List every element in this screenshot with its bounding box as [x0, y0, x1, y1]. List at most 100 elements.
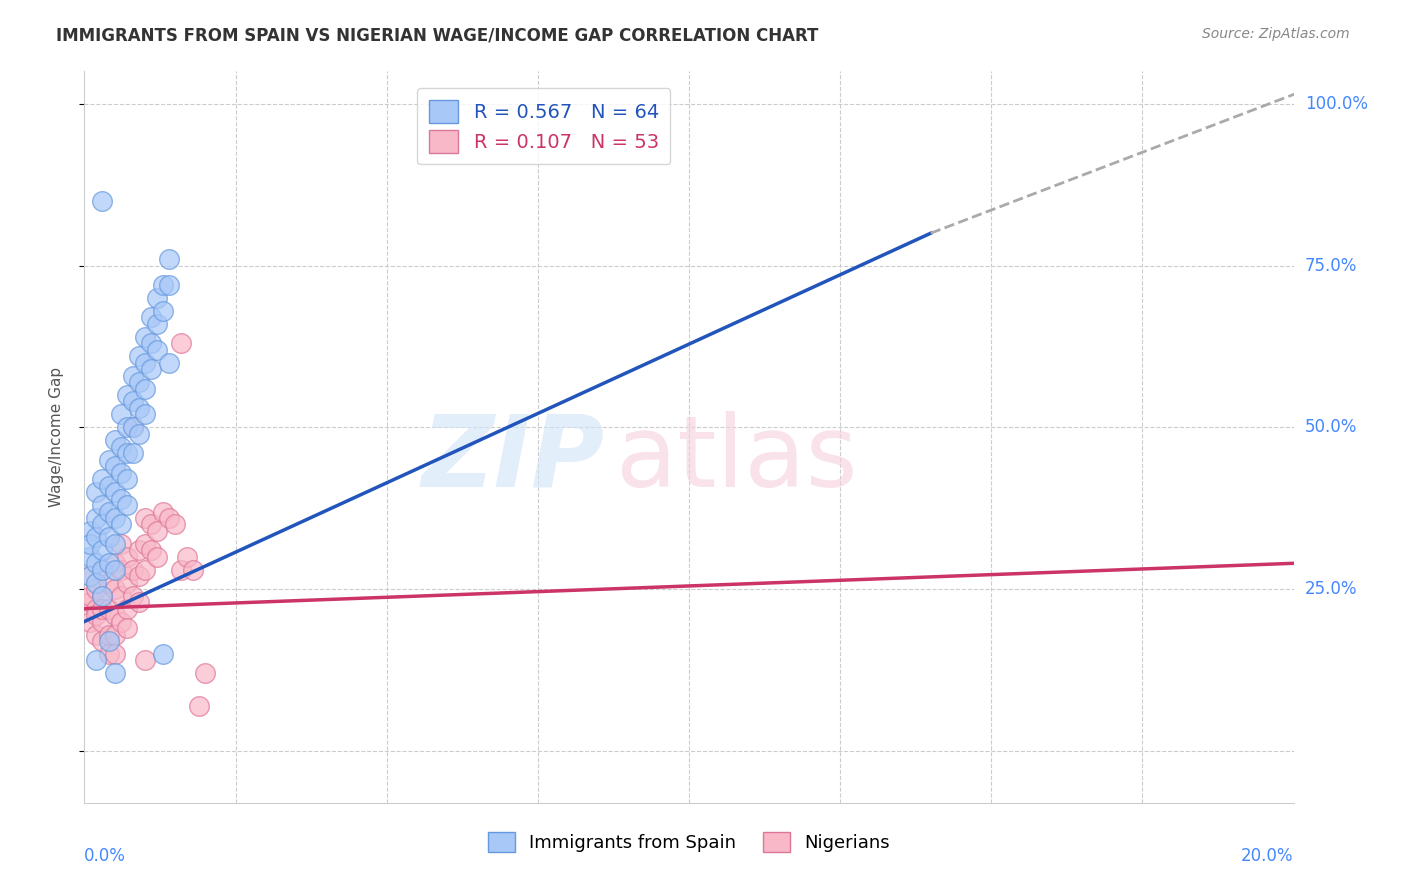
Point: [152, 303, 174, 318]
Point: [104, 608, 127, 623]
Point: [128, 595, 150, 609]
Point: [110, 589, 132, 603]
Point: [152, 504, 174, 518]
Point: [91, 589, 114, 603]
Point: [91, 194, 114, 208]
Point: [97, 627, 120, 641]
Point: [139, 543, 162, 558]
Point: [104, 537, 127, 551]
Point: [121, 563, 143, 577]
Point: [97, 504, 120, 518]
Point: [79, 615, 101, 629]
Point: [104, 582, 127, 597]
Point: [91, 589, 114, 603]
Point: [128, 349, 150, 363]
Point: [91, 615, 114, 629]
Point: [115, 498, 138, 512]
Point: [86, 601, 108, 615]
Point: [115, 575, 138, 590]
Text: 20.0%: 20.0%: [1241, 847, 1294, 864]
Point: [97, 647, 120, 661]
Point: [115, 621, 138, 635]
Point: [79, 524, 101, 538]
Point: [110, 491, 132, 506]
Text: atlas: atlas: [616, 410, 858, 508]
Point: [139, 362, 162, 376]
Text: 100.0%: 100.0%: [1305, 95, 1368, 112]
Point: [146, 524, 169, 538]
Point: [104, 485, 127, 500]
Point: [121, 420, 143, 434]
Point: [134, 382, 156, 396]
Point: [121, 394, 143, 409]
Point: [86, 530, 108, 544]
Text: 50.0%: 50.0%: [1305, 418, 1357, 436]
Point: [121, 420, 143, 434]
Text: 75.0%: 75.0%: [1305, 257, 1357, 275]
Point: [97, 452, 120, 467]
Point: [121, 589, 143, 603]
Point: [194, 666, 217, 681]
Point: [115, 472, 138, 486]
Point: [139, 336, 162, 351]
Point: [97, 634, 120, 648]
Point: [91, 634, 114, 648]
Point: [104, 557, 127, 571]
Point: [157, 511, 180, 525]
Point: [134, 356, 156, 370]
Point: [188, 698, 211, 713]
Legend: Immigrants from Spain, Nigerians: Immigrants from Spain, Nigerians: [481, 824, 897, 860]
Point: [110, 517, 132, 532]
Point: [97, 478, 120, 492]
Point: [110, 563, 132, 577]
Point: [86, 582, 108, 597]
Point: [121, 446, 143, 460]
Point: [128, 569, 150, 583]
Text: ZIP: ZIP: [422, 410, 605, 508]
Point: [157, 277, 180, 292]
Point: [121, 368, 143, 383]
Point: [146, 317, 169, 331]
Point: [115, 420, 138, 434]
Point: [176, 549, 198, 564]
Point: [86, 575, 108, 590]
Point: [110, 440, 132, 454]
Point: [115, 388, 138, 402]
Point: [104, 563, 127, 577]
Point: [86, 511, 108, 525]
Point: [165, 517, 187, 532]
Point: [86, 627, 108, 641]
Point: [91, 543, 114, 558]
Point: [157, 356, 180, 370]
Point: [170, 336, 193, 351]
Point: [104, 434, 127, 448]
Point: [104, 459, 127, 474]
Point: [104, 511, 127, 525]
Point: [134, 511, 156, 525]
Point: [128, 375, 150, 389]
Point: [134, 330, 156, 344]
Point: [152, 277, 174, 292]
Point: [139, 517, 162, 532]
Point: [79, 569, 101, 583]
Point: [104, 627, 127, 641]
Point: [181, 563, 204, 577]
Point: [115, 601, 138, 615]
Point: [134, 653, 156, 667]
Point: [110, 408, 132, 422]
Point: [79, 569, 101, 583]
Point: [91, 517, 114, 532]
Point: [91, 563, 114, 577]
Y-axis label: Wage/Income Gap: Wage/Income Gap: [49, 367, 63, 508]
Point: [170, 563, 193, 577]
Point: [115, 446, 138, 460]
Point: [86, 485, 108, 500]
Point: [128, 401, 150, 415]
Text: IMMIGRANTS FROM SPAIN VS NIGERIAN WAGE/INCOME GAP CORRELATION CHART: IMMIGRANTS FROM SPAIN VS NIGERIAN WAGE/I…: [56, 27, 818, 45]
Point: [97, 530, 120, 544]
Point: [146, 549, 169, 564]
Point: [139, 310, 162, 325]
Point: [97, 575, 120, 590]
Point: [86, 653, 108, 667]
Point: [146, 343, 169, 357]
